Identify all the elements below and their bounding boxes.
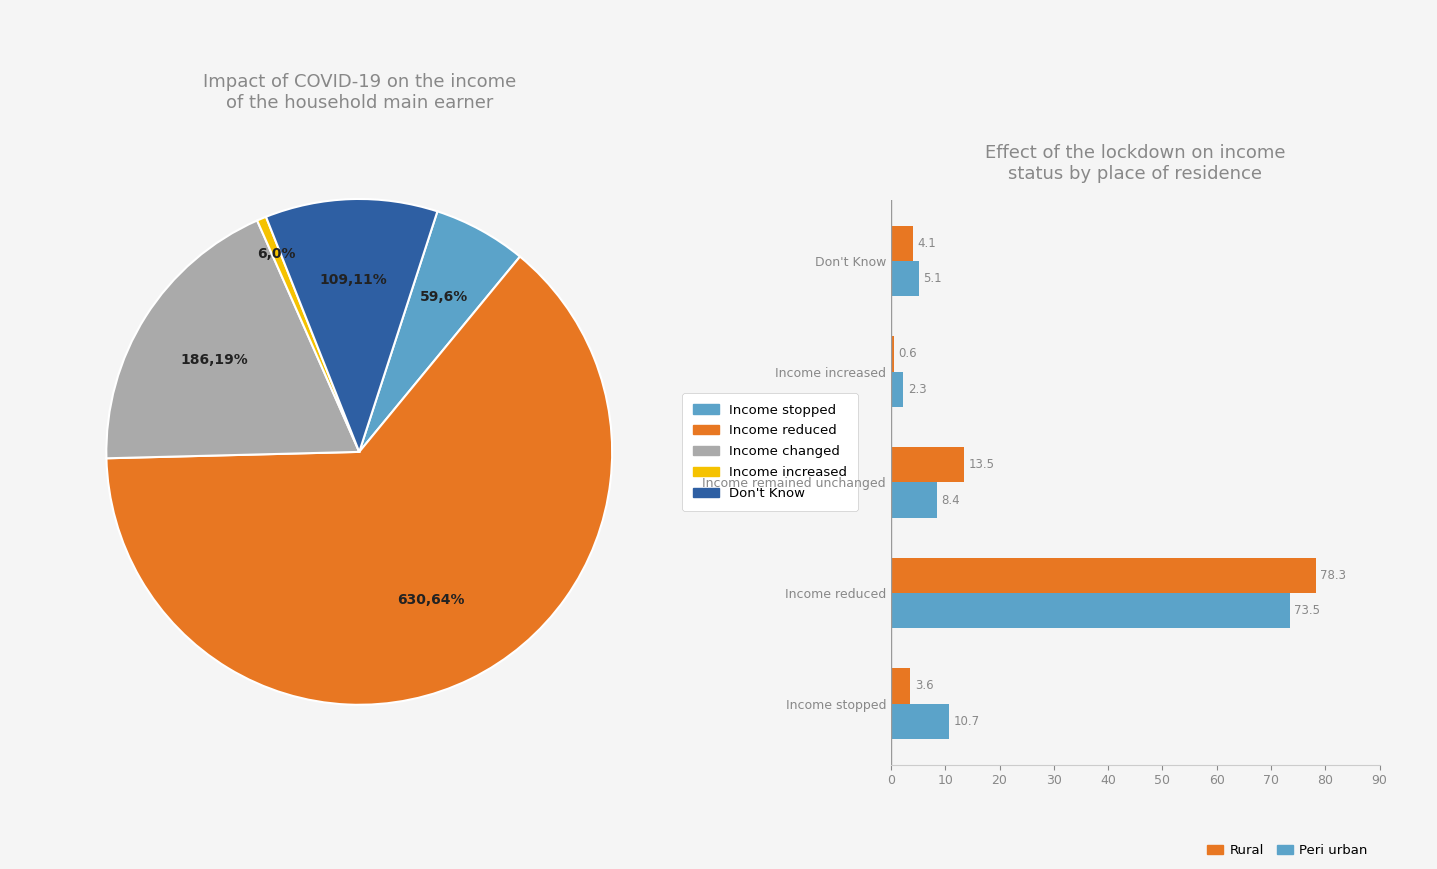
- Bar: [891, 482, 937, 518]
- Text: 4.1: 4.1: [918, 236, 937, 249]
- Text: 109,11%: 109,11%: [320, 273, 388, 287]
- Text: 630,64%: 630,64%: [398, 593, 466, 607]
- Wedge shape: [257, 216, 359, 452]
- Text: 13.5: 13.5: [969, 458, 994, 471]
- Text: 0.6: 0.6: [898, 348, 917, 361]
- Legend: Rural, Peri urban: Rural, Peri urban: [1201, 839, 1372, 863]
- Text: 8.4: 8.4: [941, 494, 960, 507]
- Bar: [891, 668, 911, 704]
- Text: 2.3: 2.3: [908, 383, 927, 396]
- Text: 10.7: 10.7: [953, 715, 980, 728]
- Text: 78.3: 78.3: [1321, 568, 1346, 581]
- Wedge shape: [106, 221, 359, 458]
- Text: 59,6%: 59,6%: [420, 289, 468, 303]
- Bar: [891, 593, 1290, 628]
- Bar: [891, 447, 964, 482]
- Text: 3.6: 3.6: [915, 680, 934, 693]
- Wedge shape: [106, 256, 612, 705]
- Bar: [891, 226, 912, 261]
- Legend: Income stopped, Income reduced, Income changed, Income increased, Don't Know: Income stopped, Income reduced, Income c…: [683, 393, 858, 511]
- Text: 6,0%: 6,0%: [257, 247, 296, 261]
- Text: 73.5: 73.5: [1295, 604, 1321, 617]
- Title: Effect of the lockdown on income
status by place of residence: Effect of the lockdown on income status …: [984, 144, 1286, 183]
- Text: 186,19%: 186,19%: [180, 353, 247, 367]
- Bar: [891, 336, 894, 372]
- Bar: [891, 372, 904, 407]
- Bar: [891, 261, 918, 296]
- Bar: [891, 558, 1316, 593]
- Bar: [891, 704, 948, 739]
- Wedge shape: [266, 199, 437, 452]
- Wedge shape: [359, 211, 520, 452]
- Text: 5.1: 5.1: [923, 272, 941, 285]
- Title: Impact of COVID-19 on the income
of the household main earner: Impact of COVID-19 on the income of the …: [203, 73, 516, 112]
